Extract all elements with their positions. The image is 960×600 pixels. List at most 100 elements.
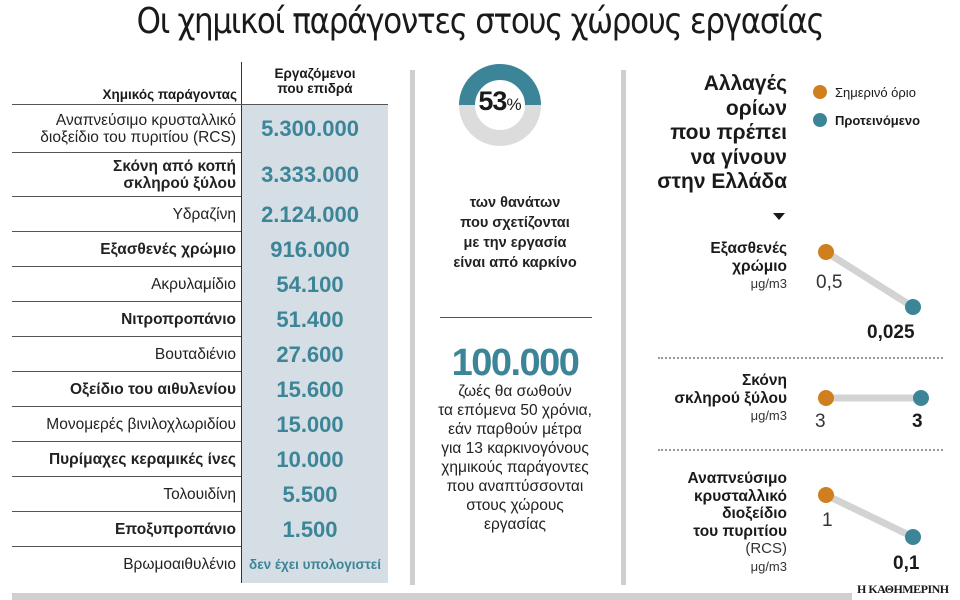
limit-item-name-line: κρυσταλλικό xyxy=(693,487,787,505)
current-limit-value: 1 xyxy=(822,510,833,531)
substance-name-line1: Οξείδιο του αιθυλενίου xyxy=(69,380,236,398)
table-row: Εξασθενές χρώμιο 916.000 xyxy=(12,232,388,268)
limit-item-name-line: Αναπνεύσιμο xyxy=(687,470,788,487)
header-workers-line1: Εργαζόμενοι xyxy=(274,66,356,81)
proposed-limit-dot-icon xyxy=(913,390,929,406)
substance-name: Υδραζίνη xyxy=(12,197,241,231)
header-workers: Εργαζόμενοι που επιδρά xyxy=(241,62,388,104)
current-limit-dot-icon xyxy=(818,487,834,503)
substance-name-line1: Σκόνη από κοπή xyxy=(113,157,236,175)
limit-item-name-line: του πυριτίου xyxy=(693,522,787,540)
divider-left xyxy=(410,70,415,585)
substance-name: Νιτροπροπάνιο xyxy=(12,302,241,336)
substance-name-line1: Εξασθενές χρώμιο xyxy=(100,240,236,258)
donut-value: 53 xyxy=(478,86,507,116)
workers-value: 5.500 xyxy=(241,477,388,513)
big-caption-line: χημικούς παράγοντες xyxy=(441,459,589,476)
limit-item-name-line: Σκόνη xyxy=(742,372,787,389)
limit-item-name-line: χρώμιο xyxy=(732,257,787,275)
table-row: Σκόνη από κοπή σκληρού ξύλου 3.333.000 xyxy=(12,153,388,198)
substance-name: Ακρυλαμίδιο xyxy=(12,267,241,301)
donut-unit: % xyxy=(506,95,522,114)
workers-value: δεν έχει υπολογιστεί xyxy=(241,547,388,583)
workers-value: 51.400 xyxy=(241,302,388,338)
table-row: Τολουιδίνη 5.500 xyxy=(12,477,388,513)
substance-name-line2: διοξείδιο του πυριτίου (RCS) xyxy=(40,128,236,146)
big-caption-line: στους χώρους xyxy=(466,497,564,514)
big-caption-line: για 13 καρκινογόνους xyxy=(441,440,589,457)
big-number-caption: ζωές θα σωθούν τα επόμενα 50 χρόνια, εάν π… xyxy=(425,382,605,534)
proposed-limit-value: 0,025 xyxy=(867,322,915,343)
limit-item-name: Αναπνεύσιμο κρυσταλλικό διοξείδιο του πυριτ… xyxy=(688,470,788,575)
workers-value: 916.000 xyxy=(241,232,388,268)
limit-item-name: Σκόνη σκληρού ξύλου μg/m3 xyxy=(674,372,787,425)
current-limit-dot-icon xyxy=(818,390,834,406)
limit-item-name: Εξασθενές χρώμιο μg/m3 xyxy=(710,240,787,293)
table-row: Νιτροπροπάνιο 51.400 xyxy=(12,302,388,338)
limit-item-name-line: διοξείδιο xyxy=(722,505,787,522)
dotted-separator xyxy=(658,357,943,359)
limits-title: Αλλαγές ορίων που πρέπει να γίνουν στην Ελλά… xyxy=(640,72,787,195)
table-body: Αναπνεύσιμο κρυσταλλικό διοξείδιο του πυρ… xyxy=(12,104,388,583)
substance-name: Σκόνη από κοπή σκληρού ξύλου xyxy=(12,153,241,196)
donut-caption-line: είναι από καρκίνο xyxy=(453,255,577,271)
proposed-limit-dot-icon xyxy=(905,299,921,315)
legend-item: Σημερινό όριο xyxy=(813,78,920,106)
workers-value: 1.500 xyxy=(241,512,388,548)
substance-name: Οξείδιο του αιθυλενίου xyxy=(12,372,241,406)
donut-caption-line: των θανάτων xyxy=(469,195,561,211)
workers-value: 54.100 xyxy=(241,267,388,303)
substance-name-line1: Ακρυλαμίδιο xyxy=(151,275,236,293)
proposed-limit-value: 0,1 xyxy=(893,553,920,574)
table-row: Αναπνεύσιμο κρυσταλλικό διοξείδιο του πυρ… xyxy=(12,105,388,154)
substance-name: Μονομερές βινιλοχλωριδίου xyxy=(12,407,241,441)
big-number: 100.000 xyxy=(451,342,580,384)
workers-value: 10.000 xyxy=(241,442,388,478)
big-caption-line: εάν παρθούν μέτρα xyxy=(448,421,582,438)
substance-name-line1: Αναπνεύσιμο κρυσταλλικό xyxy=(55,111,236,129)
limit-unit: μg/m3 xyxy=(750,408,787,423)
workers-value: 27.600 xyxy=(241,337,388,373)
limit-item-name-line: σκληρού ξύλου xyxy=(674,389,787,407)
substance-name-line1: Βουταδιένιο xyxy=(154,345,236,363)
workers-value: 5.300.000 xyxy=(241,105,388,154)
proposed-limit-dot-icon xyxy=(905,529,921,545)
middle-separator xyxy=(440,317,592,318)
big-caption-line: που αναπτύσσονται xyxy=(446,478,584,495)
table-row: Βουταδιένιο 27.600 xyxy=(12,337,388,373)
limit-unit: μg/m3 xyxy=(750,558,787,574)
limit-unit: μg/m3 xyxy=(750,276,787,291)
substance-name-line1: Μονομερές βινιλοχλωριδίου xyxy=(46,415,236,433)
substance-name-line2: σκληρού ξύλου xyxy=(123,174,236,192)
substance-name: Αναπνεύσιμο κρυσταλλικό διοξείδιο του πυρ… xyxy=(12,105,241,152)
bottom-bar xyxy=(12,593,852,600)
workers-value: 15.600 xyxy=(241,372,388,408)
substance-name-line1: Πυρίμαχες κεραμικές ίνες xyxy=(48,450,236,468)
substance-name-line1: Εποξυπροπάνιο xyxy=(114,520,236,538)
table-row: Εποξυπροπάνιο 1.500 xyxy=(12,512,388,548)
donut-caption: των θανάτων που σχετίζονται με την εργασία… xyxy=(425,193,605,273)
donut-caption-line: με την εργασία xyxy=(463,235,567,251)
page-title: Οι χημικοί παράγοντες στους χώρους εργασ… xyxy=(136,1,825,42)
workers-value: 15.000 xyxy=(241,407,388,443)
workers-value: 2.124.000 xyxy=(241,197,388,233)
current-limit-dot-icon xyxy=(818,244,834,260)
table-row: Βρωμοαιθυλένιο δεν έχει υπολογιστεί xyxy=(12,547,388,583)
substance-name: Πυρίμαχες κεραμικές ίνες xyxy=(12,442,241,476)
substance-name-line1: Τολουιδίνη xyxy=(163,485,236,503)
legend-label: Προτεινόμενο xyxy=(835,112,921,128)
table-row: Ακρυλαμίδιο 54.100 xyxy=(12,267,388,303)
table-row: Πυρίμαχες κεραμικές ίνες 10.000 xyxy=(12,442,388,478)
teal-dot-icon xyxy=(813,113,827,127)
limits-title-line: Αλλαγές xyxy=(703,72,787,95)
substance-name: Βρωμοαιθυλένιο xyxy=(12,547,241,581)
workers-table: Χημικός παράγοντας Εργαζόμενοι που επιδρ… xyxy=(12,62,388,583)
dotted-separator xyxy=(658,449,943,451)
donut-caption-line: που σχετίζονται xyxy=(460,215,570,231)
legend: Σημερινό όριο Προτεινόμενο xyxy=(813,78,920,134)
proposed-limit-value: 3 xyxy=(912,411,923,432)
current-limit-value: 0,5 xyxy=(816,272,843,293)
divider-right xyxy=(621,70,626,585)
triangle-down-icon xyxy=(773,213,785,220)
